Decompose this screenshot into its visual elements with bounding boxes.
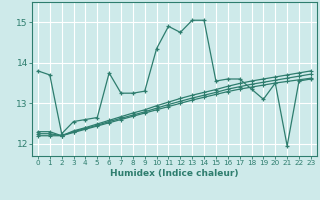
X-axis label: Humidex (Indice chaleur): Humidex (Indice chaleur) [110, 169, 239, 178]
